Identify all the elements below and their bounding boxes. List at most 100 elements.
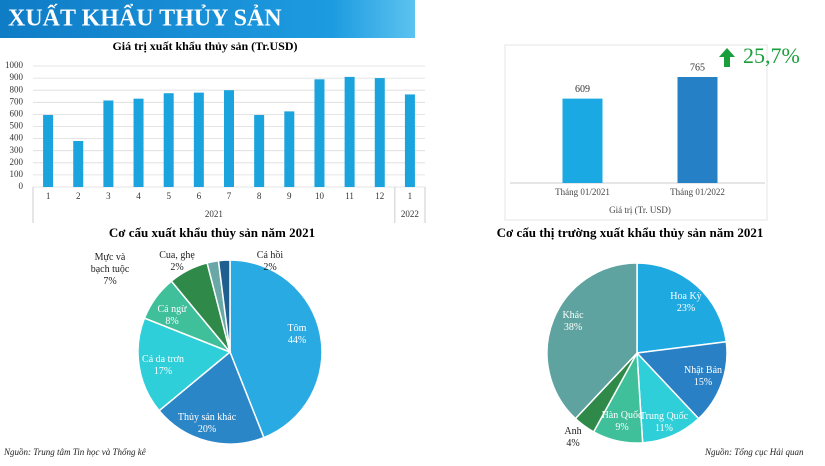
slice-label: Cá hồi 2% [257, 250, 283, 274]
bar [677, 77, 718, 183]
y-tick-label: 1000 [5, 60, 24, 70]
annotation: 25,7% [743, 43, 800, 68]
slice-value: 11% [655, 423, 673, 434]
chart-title: Cơ cấu thị trường xuất khẩu thủy sản năm… [497, 225, 764, 240]
bar [103, 100, 114, 187]
chart-frame [504, 44, 768, 221]
x-tick-label: 1 [408, 191, 413, 201]
x-tick-label: Tháng 01/2021 [555, 187, 610, 197]
bar [73, 141, 84, 187]
bar [254, 115, 265, 187]
source: Nguồn: Trung tâm Tin học và Thống kê [4, 447, 146, 457]
slice-value: 7% [103, 276, 117, 287]
slice-label: Tôm 44% [288, 323, 307, 347]
slice-name: Trung Quốc [639, 411, 689, 422]
chart-title: Cơ cấu xuất khẩu thủy sản năm 2021 [109, 225, 315, 240]
bar [43, 115, 54, 187]
slice-value: 9% [615, 422, 629, 433]
x-tick-label: 8 [257, 191, 262, 201]
slice-value: 38% [563, 322, 583, 333]
header-bar [0, 0, 415, 38]
bar [404, 94, 415, 187]
slice-value: 20% [197, 424, 217, 435]
slice-value: 8% [165, 316, 179, 327]
axis-label: Giá trị (Tr. USD) [609, 205, 671, 215]
slice-name: Mực và bạch tuộc [90, 252, 130, 275]
slice-label: Mực và bạch tuộc 7% [85, 252, 135, 288]
slice-label: Hàn Quốc 9% [602, 410, 643, 434]
slice-name: Thủy sản khác [177, 412, 237, 423]
bar [284, 111, 295, 187]
slice-name: Hàn Quốc [601, 410, 643, 421]
bar [163, 93, 174, 187]
pie-slice [546, 262, 638, 420]
slice-value: 2% [170, 262, 184, 273]
y-tick-label: 200 [10, 157, 24, 167]
y-tick-label: 0 [19, 181, 24, 191]
x-tick-label: 11 [345, 191, 354, 201]
slice-name: Hoa Kỳ [670, 291, 702, 302]
x-tick-label: 10 [315, 191, 325, 201]
pie-slice [635, 340, 728, 420]
slice-label: Cá ngừ 8% [157, 304, 186, 328]
x-tick-label: 4 [136, 191, 141, 201]
slice-name: Cua, ghẹ [159, 250, 195, 261]
x-tick-label: 1 [46, 191, 51, 201]
slice-label: Nhật Bản 15% [684, 365, 722, 389]
x-tick-label: 6 [197, 191, 202, 201]
y-tick-label: 600 [10, 108, 24, 118]
pie-slice [137, 317, 232, 412]
y-tick-label: 900 [10, 72, 24, 82]
x-tick-label: 9 [287, 191, 292, 201]
page-title: XUẤT KHẨU THỦY SẢN [8, 5, 282, 32]
pie-slice [229, 259, 323, 439]
slice-label: Hoa Kỳ 23% [670, 291, 701, 315]
bar [374, 78, 385, 187]
slice-name: Khác [562, 310, 584, 321]
slice-name: Nhật Bản [683, 365, 723, 376]
bar [314, 79, 325, 187]
x-tick-label: 7 [227, 191, 232, 201]
x-group-label: 2021 [205, 209, 223, 219]
x-tick-label: 12 [375, 191, 384, 201]
y-tick-label: 500 [10, 121, 24, 131]
y-tick-label: 100 [10, 169, 24, 179]
slice-value: 4% [566, 438, 580, 449]
slice-name: Cá hồi [256, 250, 284, 261]
y-tick-label: 400 [10, 133, 24, 143]
up-arrow [719, 48, 735, 67]
x-tick-label: 3 [106, 191, 111, 201]
slice-name: Anh [564, 426, 582, 437]
slice-value: 2% [263, 262, 277, 273]
y-tick-label: 300 [10, 145, 24, 155]
pie-slice [217, 259, 231, 353]
slice-value: 44% [287, 335, 307, 346]
bar [562, 98, 603, 183]
slice-label: Trung Quốc 11% [640, 411, 688, 435]
bar [344, 76, 355, 187]
chart-title: Giá trị xuất khẩu thủy sản (Tr.USD) [112, 39, 297, 53]
slice-label: Anh 4% [564, 426, 581, 450]
slice-value: 23% [676, 303, 696, 314]
y-tick-label: 700 [10, 96, 24, 106]
bar [133, 98, 144, 187]
pie-slice [158, 350, 265, 445]
data-label: 609 [575, 84, 590, 95]
slice-label: Thủy sản khác 20% [178, 412, 236, 436]
x-group-label: 2022 [401, 209, 419, 219]
slice-value: 17% [153, 366, 173, 377]
data-label: 765 [690, 62, 705, 73]
x-tick-label: Tháng 01/2022 [670, 187, 725, 197]
x-tick-label: 2 [76, 191, 81, 201]
bar [193, 92, 204, 187]
slice-value: 15% [693, 377, 713, 388]
slice-label: Khác 38% [562, 310, 583, 334]
slice-label: Cá da trơn 17% [142, 354, 184, 378]
x-tick-label: 5 [166, 191, 171, 201]
slice-name: Cá ngừ [157, 304, 187, 315]
pie-slice [636, 262, 728, 354]
slice-name: Tôm [287, 323, 307, 334]
slice-name: Cá da trơn [142, 354, 184, 365]
